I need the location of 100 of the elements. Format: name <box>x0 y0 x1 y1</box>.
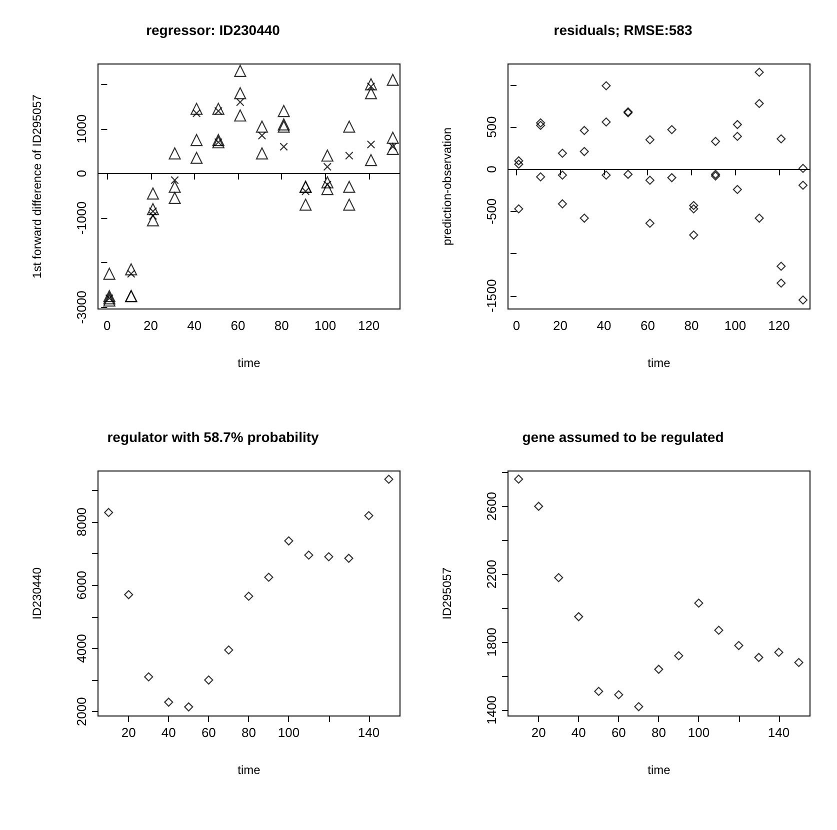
point <box>125 263 138 276</box>
y-axis-title: ID230440 <box>30 567 44 620</box>
point <box>184 702 194 712</box>
y-tick-label: -1000 <box>74 201 89 235</box>
point <box>689 200 698 210</box>
point <box>168 192 181 204</box>
point <box>144 672 154 682</box>
point <box>614 690 624 700</box>
point <box>212 134 224 146</box>
point <box>146 187 159 200</box>
point <box>732 132 742 141</box>
x-tick-label: 40 <box>571 725 586 740</box>
point <box>278 104 290 118</box>
point <box>321 183 334 196</box>
point <box>244 592 254 601</box>
y-tick-label: 2200 <box>484 560 499 589</box>
point <box>602 170 611 180</box>
x-tick-label: 60 <box>640 318 655 333</box>
point <box>794 658 804 668</box>
point <box>278 118 290 130</box>
x-tick-label: 60 <box>230 318 246 333</box>
x-axis-title: time <box>648 356 671 370</box>
y-tick-label: -3000 <box>74 290 89 324</box>
point <box>364 154 378 166</box>
y-tick-label: -1500 <box>484 279 499 312</box>
x-tick-label: 60 <box>201 725 216 740</box>
point <box>798 164 808 173</box>
point <box>304 550 314 560</box>
point <box>536 118 546 128</box>
point <box>694 598 704 608</box>
x-tick-label: 100 <box>314 318 336 333</box>
point <box>536 120 546 130</box>
point <box>667 125 676 134</box>
point <box>798 180 808 190</box>
point <box>534 502 544 511</box>
chart-title: residuals; RMSE:583 <box>554 22 692 38</box>
point <box>710 171 720 181</box>
y-tick-label: -500 <box>484 198 499 224</box>
point <box>264 572 274 582</box>
y-tick-label: 1800 <box>484 628 499 657</box>
point <box>634 702 644 712</box>
point <box>321 150 334 162</box>
point <box>558 199 567 208</box>
x-tick-label: 20 <box>553 318 568 333</box>
x-tick-label: 20 <box>121 725 136 740</box>
point <box>558 148 567 158</box>
point <box>710 170 720 179</box>
point <box>256 147 268 160</box>
point <box>343 180 356 193</box>
point <box>190 152 203 164</box>
point <box>386 74 399 86</box>
point <box>103 294 116 307</box>
y-tick-label: 1400 <box>484 696 499 725</box>
point <box>580 126 589 136</box>
x-tick-label: 80 <box>241 725 256 740</box>
point <box>103 268 116 280</box>
point <box>384 474 394 484</box>
x-tick-label: 20 <box>531 725 546 740</box>
point <box>558 170 567 180</box>
y-tick-label: 1000 <box>74 114 89 144</box>
point <box>323 162 332 171</box>
x-tick-label: 120 <box>768 318 790 333</box>
y-axis-title: prediction-observation <box>440 127 454 246</box>
point <box>754 214 764 223</box>
x-tick-label: 40 <box>187 318 202 333</box>
x-tick-label: 40 <box>596 318 612 333</box>
point <box>602 81 611 90</box>
point <box>645 176 654 185</box>
point <box>278 120 290 133</box>
point <box>594 686 604 696</box>
point <box>280 142 288 151</box>
point <box>754 68 764 77</box>
x-tick-label: 100 <box>724 318 746 333</box>
chart-title: regressor: ID230440 <box>146 22 280 38</box>
x-tick-label: 80 <box>651 725 666 740</box>
point <box>364 511 374 520</box>
point <box>258 132 266 140</box>
point <box>580 214 589 223</box>
point <box>536 172 546 182</box>
point <box>732 120 742 130</box>
point <box>256 120 268 133</box>
point <box>343 198 356 211</box>
point <box>300 198 312 211</box>
point <box>224 645 234 655</box>
point <box>714 626 724 635</box>
point <box>667 173 676 182</box>
x-tick-label: 100 <box>278 725 300 740</box>
point <box>774 648 784 657</box>
point <box>732 184 742 194</box>
chart-title: gene assumed to be regulated <box>522 429 724 445</box>
x-tick-label: 100 <box>688 725 710 740</box>
x-tick-label: 140 <box>358 725 380 740</box>
point <box>190 102 203 115</box>
point <box>127 270 136 278</box>
y-tick-label: 6000 <box>74 570 89 600</box>
point <box>234 64 246 77</box>
point <box>168 180 181 193</box>
point <box>321 176 334 188</box>
x-axis-title: time <box>238 763 261 777</box>
point <box>146 203 159 216</box>
